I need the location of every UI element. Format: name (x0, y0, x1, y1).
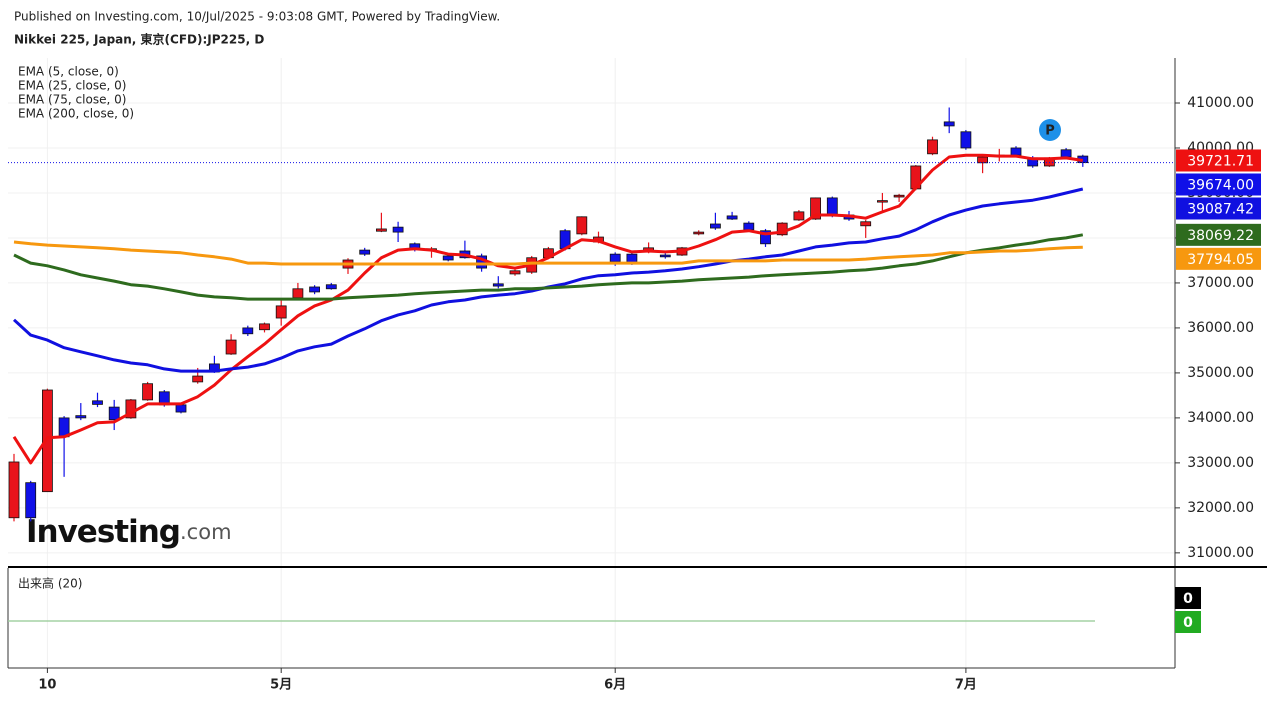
y-tick-label: 35000.00 (1187, 365, 1254, 381)
candle-body (142, 383, 154, 401)
legend-entry: EMA (25, close, 0) (18, 79, 126, 93)
volume-tag (1175, 611, 1201, 633)
candle-body (893, 194, 905, 198)
y-tick-label: 31000.00 (1187, 545, 1254, 561)
candle-body (192, 375, 204, 383)
candle-body (108, 406, 120, 421)
candle-body (826, 197, 838, 217)
candle-body (877, 200, 888, 203)
x-tick-label: 10 (38, 678, 56, 693)
volume-tag-label: 0 (1183, 591, 1193, 607)
candle-body (810, 197, 821, 220)
y-tick-label: 41000.00 (1187, 95, 1254, 111)
candle-body (960, 131, 972, 149)
candle-body (659, 254, 671, 258)
logo-suffix: .com (180, 520, 232, 544)
x-tick-label: 7月 (955, 678, 977, 693)
candle-body (75, 415, 87, 419)
candle-body (1060, 149, 1072, 158)
y-tick-label: 36000.00 (1187, 320, 1254, 336)
candle-body (1010, 147, 1022, 156)
legend-entry: EMA (200, close, 0) (18, 107, 134, 121)
ema-line (13, 240, 1083, 266)
candle-body (25, 482, 37, 519)
candle-body (259, 323, 270, 331)
price-tag-label: 39087.42 (1187, 201, 1254, 217)
candle-body (225, 339, 237, 355)
candle-body (292, 288, 304, 299)
candle-body (743, 222, 755, 231)
candle-body (309, 286, 321, 293)
y-tick-label: 33000.00 (1187, 455, 1254, 471)
price-tag-label: 37794.05 (1187, 252, 1254, 268)
candle-body (710, 223, 721, 229)
legend-entry: EMA (5, close, 0) (18, 65, 119, 79)
price-tag (1176, 223, 1261, 246)
candle-body (793, 211, 805, 221)
price-tag-label: 39674.00 (1187, 177, 1254, 193)
legend-entry: EMA (75, close, 0) (18, 93, 126, 107)
candle-body (726, 215, 738, 220)
candle-body (609, 253, 621, 263)
marker-label: P (1045, 124, 1055, 139)
candle-body (8, 461, 20, 519)
candle-body (42, 389, 53, 493)
volume-tag-label: 0 (1183, 615, 1193, 631)
x-tick-label: 5月 (270, 678, 292, 693)
logo-main: Investing (26, 514, 180, 550)
logo: Investing.com (26, 514, 232, 550)
ema-line (12, 187, 1084, 373)
y-tick-label: 37000.00 (1187, 275, 1254, 291)
x-tick-label: 6月 (604, 678, 626, 693)
candle-body (325, 284, 337, 290)
price-tag-label: 39721.71 (1187, 153, 1254, 169)
volume-title: 出来高 (20) (18, 576, 82, 591)
volume-tag (1175, 587, 1201, 609)
ema-line (12, 153, 1084, 465)
candle-body (442, 255, 454, 261)
y-tick-label: 34000.00 (1187, 410, 1254, 426)
chart-title: Nikkei 225, Japan, 東京(CFD):JP225, D (14, 32, 264, 47)
candle-body (977, 156, 988, 164)
candle-body (927, 139, 938, 155)
candle-body (492, 283, 504, 287)
candle-body (375, 228, 387, 232)
candle-body (359, 249, 371, 255)
price-tag (1176, 149, 1261, 172)
price-tag-label: 38069.22 (1187, 228, 1254, 244)
candle-body (175, 404, 187, 413)
candle-body (92, 400, 103, 405)
candle-body (943, 121, 955, 127)
candle-body (693, 231, 705, 235)
published-note: Published on Investing.com, 10/Jul/2025 … (14, 10, 500, 24)
price-tag (1176, 173, 1261, 196)
candle-body (760, 230, 771, 245)
candle-body (392, 226, 404, 233)
marker-circle (1039, 119, 1061, 141)
price-tag (1176, 197, 1261, 220)
candle-body (509, 270, 521, 275)
candle-body (275, 305, 287, 319)
candle-body (576, 216, 588, 235)
ema-line (13, 233, 1084, 301)
price-tag (1176, 247, 1261, 270)
candle-body (860, 221, 872, 227)
candle-body (242, 327, 254, 335)
y-tick-label: 32000.00 (1187, 500, 1254, 516)
